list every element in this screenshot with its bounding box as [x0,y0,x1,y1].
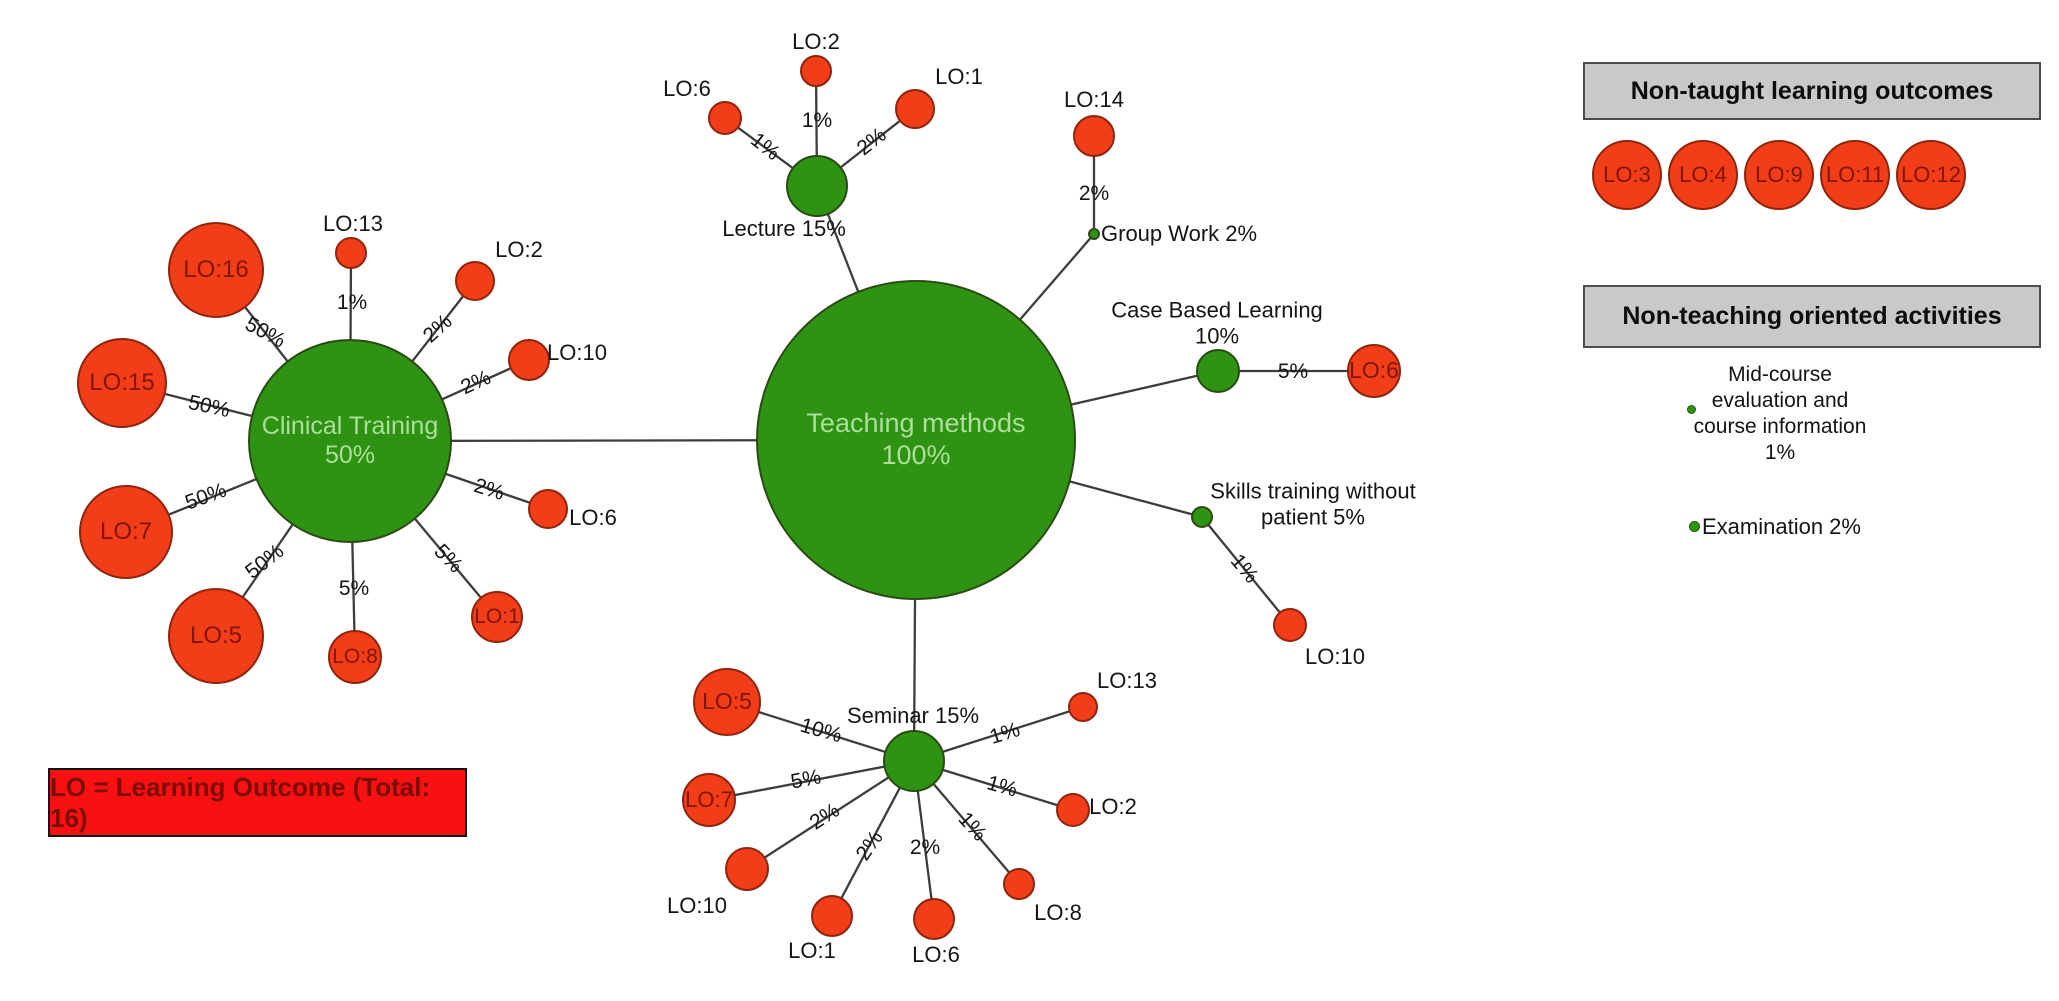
node-lo10_ct [508,339,550,381]
node-seminar [883,730,945,792]
examination-dot-icon [1689,521,1700,532]
non-taught-lo-row: LO:3 LO:4 LO:9 LO:11 LO:12 [1592,140,1966,210]
non-taught-lo-chip: LO:11 [1820,140,1890,210]
edge-label-lecture-lo2_lec: 1% [801,109,833,132]
node-lo5_s: LO:5 [693,668,761,736]
node-lo5_ct: LO:5 [168,588,264,684]
node-lo14 [1073,115,1115,157]
non-taught-header: Non-taught learning outcomes [1583,62,2041,120]
midcourse-evaluation-label: Mid-course evaluation and course informa… [1693,363,1867,464]
node-label-lo2_lec: LO:2 [792,28,840,54]
node-ct: Clinical Training 50% [248,339,452,543]
node-lo6_lec [708,101,742,135]
node-lo10_s [725,847,769,891]
node-label-skills: Skills training without patient 5% [1210,478,1416,530]
node-label-lo1_lec: LO:1 [935,63,983,89]
node-label-lo2_s: LO:2 [1089,793,1137,819]
node-label-lo2_ct: LO:2 [495,236,543,262]
node-label-lo10_s: LO:10 [667,892,727,918]
node-lo2_s [1056,793,1090,827]
node-label-lecture: Lecture 15% [722,215,846,241]
node-skills [1191,506,1213,528]
edge-seminar-lo10_s [746,760,915,870]
node-tm: Teaching methods 100% [756,280,1076,600]
lo-legend-box: LO = Learning Outcome (Total: 16) [48,768,467,837]
node-label-lo6_ct: LO:6 [569,504,617,530]
node-label-seminar: Seminar 15% [846,702,980,728]
node-label-lo10_sk: LO:10 [1305,643,1365,669]
node-lo2_lec [800,55,832,87]
node-lo6_cbl: LO:6 [1347,344,1401,398]
node-lo8_ct: LO:8 [328,630,382,684]
node-lo10_sk [1273,608,1307,642]
node-label-cbl: Case Based Learning 10% [1111,297,1323,349]
node-lo1_lec [895,89,935,129]
edge-label-seminar-lo6_s: 2% [909,836,941,859]
non-taught-lo-chip: LO:9 [1744,140,1814,210]
edge-seminar-lo7_s [708,759,915,802]
node-lo7_s: LO:7 [682,773,736,827]
node-lo13_s [1068,692,1098,722]
node-lo6_s [913,898,955,940]
node-label-lo14: LO:14 [1064,86,1124,112]
edge-label-ct-lo13_ct: 1% [336,291,368,314]
node-label-lo13_ct: LO:13 [323,210,383,236]
node-lo6_ct [528,489,568,529]
node-lecture [786,155,848,217]
edge-label-ct-lo8_ct: 5% [338,577,370,600]
midcourse-dot-icon [1687,405,1696,414]
node-label-gw: Group Work 2% [1101,220,1258,246]
node-lo15: LO:15 [77,338,167,428]
edge-skills-lo10_sk [1201,516,1291,626]
node-lo8_s [1003,868,1035,900]
edge-label-gw-lo14: 2% [1078,182,1110,205]
node-lo2_ct [455,261,495,301]
node-lo1_s [811,895,853,937]
examination-label: Examination 2% [1702,514,1861,539]
non-taught-lo-chip: LO:12 [1896,140,1966,210]
node-label-lo13_s: LO:13 [1097,667,1157,693]
node-label-lo1_s: LO:1 [788,937,836,963]
node-cbl [1196,349,1240,393]
non-taught-lo-chip: LO:3 [1592,140,1662,210]
node-lo7_ct: LO:7 [79,485,173,579]
node-label-lo6_s: LO:6 [912,941,960,967]
node-lo16: LO:16 [168,222,264,318]
non-taught-lo-chip: LO:4 [1668,140,1738,210]
non-teaching-header: Non-teaching oriented activities [1583,285,2041,348]
node-lo13_ct [335,237,367,269]
node-label-lo8_s: LO:8 [1034,899,1082,925]
node-lo1_ct: LO:1 [471,591,523,643]
node-label-lo6_lec: LO:6 [663,75,711,101]
edge-label-cbl-lo6_cbl: 5% [1277,360,1309,383]
node-label-lo10_ct: LO:10 [547,339,607,365]
node-gw [1088,228,1100,240]
